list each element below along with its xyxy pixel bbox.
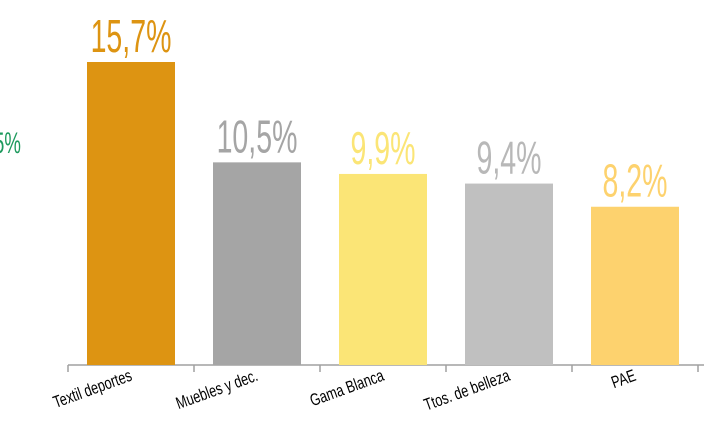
value-label: 10,5% bbox=[217, 111, 298, 163]
value-label: 8,2% bbox=[603, 156, 668, 208]
x-tick-label: Ttos. de belleza bbox=[421, 366, 513, 415]
value-label: 9,9% bbox=[351, 123, 416, 175]
bar bbox=[465, 183, 553, 365]
x-tick-label: PAE bbox=[609, 366, 639, 392]
bar bbox=[213, 162, 301, 365]
annotation: 5% bbox=[0, 127, 21, 161]
value-label: 9,4% bbox=[477, 133, 542, 185]
bar bbox=[339, 173, 427, 365]
x-tick-label: Muebles y dec. bbox=[173, 366, 260, 413]
x-tick-label: Textil deportes bbox=[51, 366, 135, 412]
x-tick-label: Gama Blanca bbox=[307, 366, 387, 411]
bar bbox=[87, 62, 175, 365]
value-label: 15,7% bbox=[91, 11, 172, 63]
bar bbox=[591, 206, 679, 365]
